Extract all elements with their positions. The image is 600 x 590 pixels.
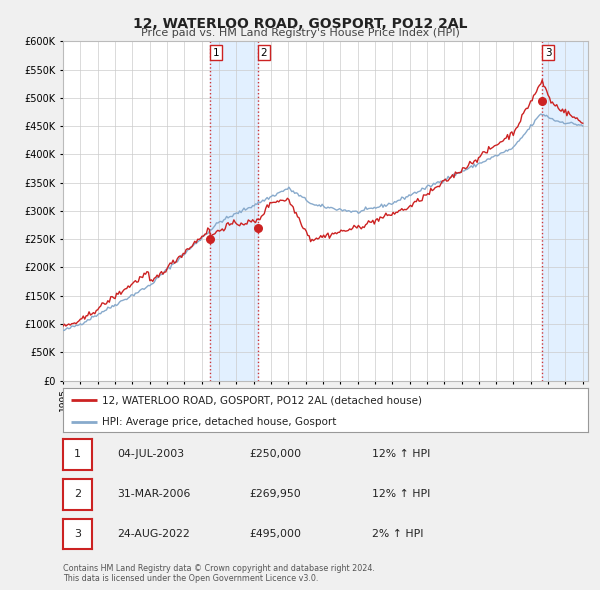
Text: 2: 2 xyxy=(74,490,81,499)
Point xyxy=(253,223,263,232)
Text: 1: 1 xyxy=(213,48,220,58)
Text: £269,950: £269,950 xyxy=(249,490,301,499)
Text: 2% ↑ HPI: 2% ↑ HPI xyxy=(372,529,424,539)
Text: 1: 1 xyxy=(74,450,81,459)
Text: 12% ↑ HPI: 12% ↑ HPI xyxy=(372,490,430,499)
Point xyxy=(205,234,215,244)
Text: 3: 3 xyxy=(545,48,551,58)
Text: 3: 3 xyxy=(74,529,81,539)
Text: 31-MAR-2006: 31-MAR-2006 xyxy=(117,490,190,499)
Text: Price paid vs. HM Land Registry's House Price Index (HPI): Price paid vs. HM Land Registry's House … xyxy=(140,28,460,38)
Point xyxy=(537,96,547,106)
Bar xyxy=(210,41,258,381)
Text: 24-AUG-2022: 24-AUG-2022 xyxy=(117,529,190,539)
Text: 12, WATERLOO ROAD, GOSPORT, PO12 2AL (detached house): 12, WATERLOO ROAD, GOSPORT, PO12 2AL (de… xyxy=(103,395,422,405)
Text: HPI: Average price, detached house, Gosport: HPI: Average price, detached house, Gosp… xyxy=(103,417,337,427)
Text: £250,000: £250,000 xyxy=(249,450,301,459)
Text: 12, WATERLOO ROAD, GOSPORT, PO12 2AL: 12, WATERLOO ROAD, GOSPORT, PO12 2AL xyxy=(133,17,467,31)
Text: £495,000: £495,000 xyxy=(249,529,301,539)
Text: 12% ↑ HPI: 12% ↑ HPI xyxy=(372,450,430,459)
Text: Contains HM Land Registry data © Crown copyright and database right 2024.
This d: Contains HM Land Registry data © Crown c… xyxy=(63,563,375,583)
Bar xyxy=(542,41,588,381)
Text: 04-JUL-2003: 04-JUL-2003 xyxy=(117,450,184,459)
Text: 2: 2 xyxy=(260,48,267,58)
